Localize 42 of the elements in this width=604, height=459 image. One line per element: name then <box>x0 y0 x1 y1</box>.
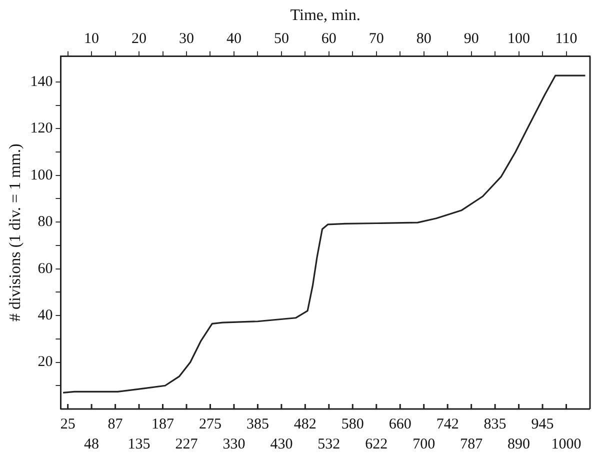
text: 660 <box>388 416 412 432</box>
text: 787 <box>460 436 484 452</box>
text: 187 <box>152 416 175 432</box>
text: 700 <box>412 436 436 452</box>
x-axis-title: Time, min. <box>290 6 360 24</box>
text: 227 <box>175 436 198 452</box>
y-tick-label: 20 <box>38 354 53 370</box>
y-tick-label: 140 <box>30 74 53 90</box>
x-tick-label: 50 <box>274 31 289 48</box>
text: 330 <box>222 436 246 452</box>
text: 135 <box>128 436 150 452</box>
text: 622 <box>365 436 388 452</box>
text: 482 <box>294 416 316 432</box>
text: 580 <box>341 416 364 432</box>
text: 532 <box>318 436 340 452</box>
x-tick-label: 30 <box>179 31 194 48</box>
x-tick-label: 20 <box>132 31 147 48</box>
y-tick-label: 40 <box>38 307 53 324</box>
y-tick-label: 60 <box>38 260 53 277</box>
x-tick-label: 100 <box>508 31 530 48</box>
text: 430 <box>270 436 293 452</box>
text: 890 <box>508 436 530 452</box>
x-tick-label: 60 <box>321 31 336 48</box>
text: 87 <box>108 416 124 432</box>
x-tick-label: 110 <box>555 31 578 48</box>
y-axis-title: # divisions (1 div. = 1 mm.) <box>6 144 24 322</box>
x-tick-label: 80 <box>416 31 432 48</box>
x-tick-label: 90 <box>464 31 479 48</box>
x-tick-label: 40 <box>226 31 242 48</box>
x-tick-label: 70 <box>368 31 384 48</box>
y-tick-label: 120 <box>30 120 53 137</box>
text: 385 <box>246 416 269 432</box>
y-tick-label: 100 <box>30 167 53 184</box>
text: 1000 <box>551 436 582 452</box>
y-tick-label: 80 <box>38 214 53 230</box>
text: 275 <box>198 416 222 432</box>
text: 945 <box>531 416 554 432</box>
text: 742 <box>436 416 459 432</box>
x-tick-label: 10 <box>84 31 100 48</box>
text: 48 <box>84 436 100 452</box>
text: 25 <box>60 416 76 432</box>
text: 835 <box>484 416 506 432</box>
